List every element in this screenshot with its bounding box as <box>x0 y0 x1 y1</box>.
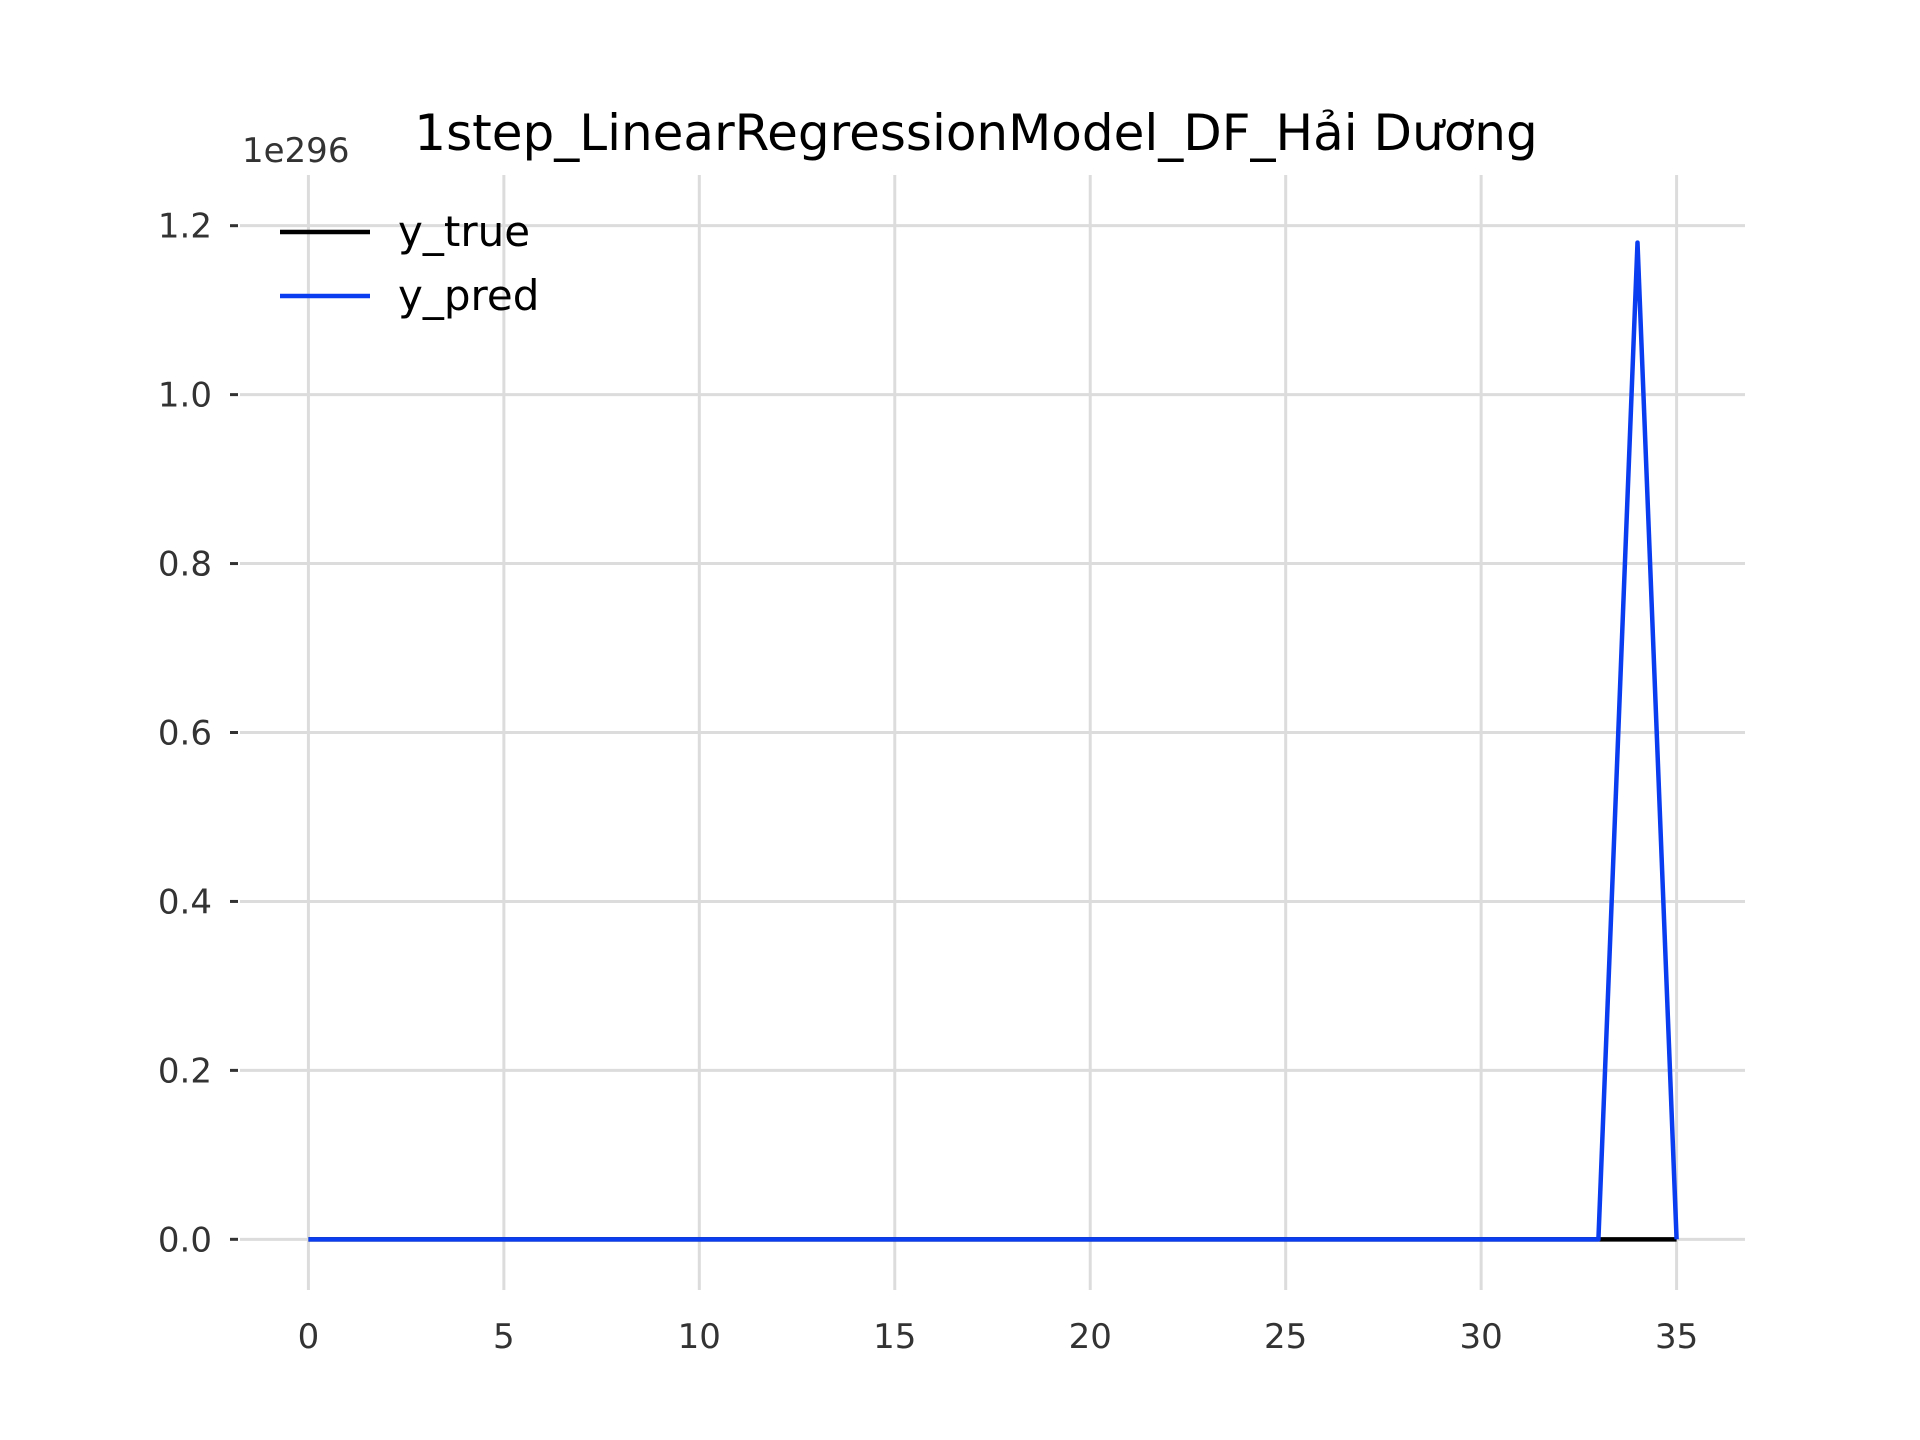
x-tick-label: 10 <box>678 1317 721 1357</box>
y-tick-label: 0.2 <box>158 1051 212 1091</box>
legend: y_true y_pred <box>280 207 539 320</box>
grid <box>240 175 1745 1290</box>
y-axis-offset-label: 1e296 <box>242 131 349 171</box>
series-line-y-pred <box>308 240 1679 1242</box>
y-tick-label: 0.8 <box>158 545 212 585</box>
y-tick-label: 0.6 <box>158 714 212 754</box>
series-lines <box>308 240 1679 1242</box>
y-tick-label: 1.2 <box>158 207 212 247</box>
x-tick-label: 35 <box>1655 1317 1698 1357</box>
x-tick-label: 0 <box>298 1317 320 1357</box>
x-tick-label: 5 <box>493 1317 515 1357</box>
chart-title: 1step_LinearRegressionModel_DF_Hải Dương <box>414 104 1537 162</box>
axis-ticks: 0 5 10 15 20 25 30 35 0.0 0.2 0.4 0.6 0.8 1.0 1.2 <box>158 207 1698 1357</box>
y-tick-label: 0.0 <box>158 1220 212 1260</box>
legend-label: y_pred <box>398 271 539 320</box>
x-tick-label: 25 <box>1264 1317 1307 1357</box>
y-tick-label: 0.4 <box>158 882 212 922</box>
x-tick-label: 20 <box>1069 1317 1112 1357</box>
x-tick-label: 30 <box>1460 1317 1503 1357</box>
legend-label: y_true <box>398 207 530 256</box>
x-tick-label: 15 <box>873 1317 916 1357</box>
y-tick-label: 1.0 <box>158 376 212 416</box>
